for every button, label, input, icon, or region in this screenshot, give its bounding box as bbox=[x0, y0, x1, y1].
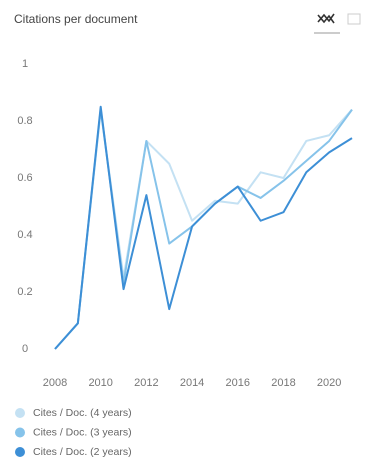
y-tick-label: 0.2 bbox=[17, 286, 32, 298]
legend-label: Cites / Doc. (2 years) bbox=[33, 446, 132, 458]
x-tick-label: 2014 bbox=[180, 377, 204, 389]
y-tick-label: 0.8 bbox=[17, 115, 32, 127]
y-tick-label: 1 bbox=[22, 58, 28, 70]
series-line bbox=[54, 108, 353, 350]
y-tick-label: 0 bbox=[22, 343, 28, 355]
y-tick-label: 0.6 bbox=[17, 172, 32, 184]
legend-marker bbox=[15, 408, 25, 418]
legend-marker bbox=[15, 427, 25, 438]
legend-label: Cites / Doc. (3 years) bbox=[33, 426, 132, 438]
chart-title: Citations per document bbox=[14, 12, 138, 26]
x-tick-label: 2018 bbox=[271, 377, 295, 389]
legend-label: Cites / Doc. (4 years) bbox=[33, 407, 132, 419]
series-line bbox=[54, 108, 353, 350]
legend-marker bbox=[15, 447, 25, 457]
table-view-icon[interactable] bbox=[347, 13, 361, 25]
chart-view-toggle[interactable] bbox=[314, 13, 361, 34]
x-tick-label: 2010 bbox=[88, 377, 112, 389]
x-tick-label: 2020 bbox=[317, 377, 341, 389]
x-tick-label: 2012 bbox=[134, 377, 158, 389]
series-line bbox=[54, 105, 353, 350]
x-tick-label: 2008 bbox=[43, 377, 67, 389]
x-tick-label: 2016 bbox=[226, 377, 250, 389]
line-view-icon[interactable] bbox=[317, 13, 335, 24]
y-tick-label: 0.4 bbox=[17, 229, 32, 241]
